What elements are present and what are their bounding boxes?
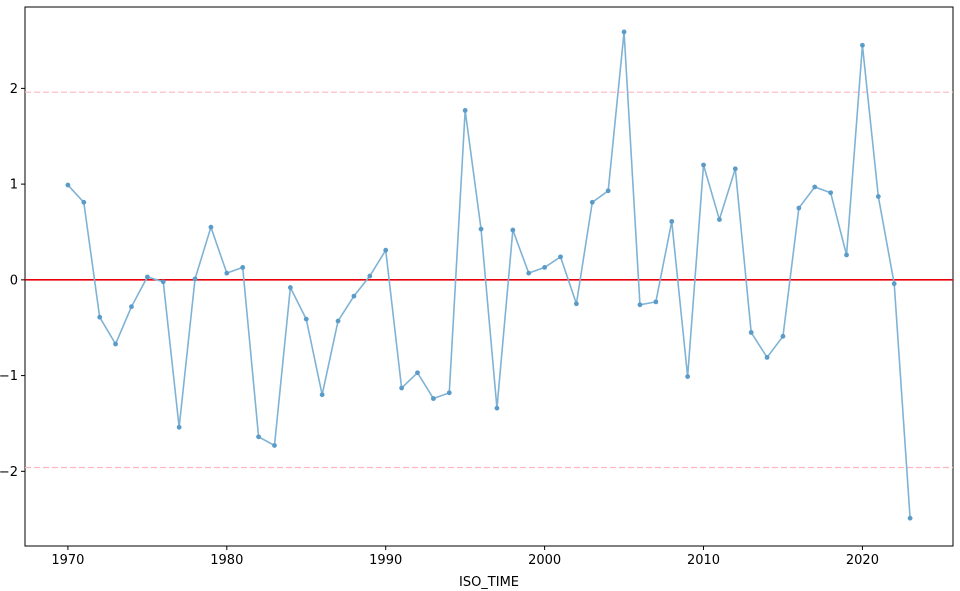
data-point: [875, 194, 881, 199]
data-point: [669, 219, 675, 224]
data-point: [860, 42, 865, 48]
data-point: [828, 190, 834, 196]
data-point: [430, 396, 436, 401]
reference-lines: [25, 91, 953, 469]
data-point: [701, 162, 706, 168]
data-point: [764, 354, 770, 360]
data-point: [462, 107, 468, 113]
x-tick-label: 1970: [51, 553, 84, 568]
data-point: [717, 217, 722, 222]
data-point: [653, 299, 659, 305]
data-point: [685, 374, 691, 379]
series-line-0: [67, 31, 911, 519]
data-point: [97, 314, 103, 320]
x-axis: 1970 1980 1990 2000 2010 2020: [51, 546, 879, 568]
data-point: [129, 304, 134, 310]
plot-frame: [24, 6, 954, 547]
data-point: [176, 424, 182, 430]
y-tick-label: −2: [0, 465, 18, 480]
data-point: [208, 224, 214, 230]
data-point: [589, 199, 595, 205]
data-point: [224, 270, 230, 276]
x-tick-label: 1980: [210, 553, 243, 568]
data-point: [256, 434, 261, 440]
y-tick-label: 2: [10, 82, 18, 97]
data-point: [415, 370, 420, 376]
data-point: [907, 515, 913, 521]
data-point: [494, 405, 500, 411]
data-point: [81, 199, 87, 205]
x-tick-label: 2020: [846, 553, 879, 568]
data-point: [319, 392, 325, 398]
data-point: [446, 390, 452, 396]
data-point: [558, 254, 563, 260]
data-point: [573, 301, 579, 307]
data-point: [192, 276, 198, 282]
data-point: [351, 293, 357, 299]
x-tick-label: 2010: [687, 553, 720, 568]
data-point: [478, 226, 484, 232]
y-tick-label: 0: [10, 273, 18, 288]
data-point: [287, 285, 293, 290]
data-point: [526, 270, 532, 276]
data-point: [240, 265, 246, 270]
data-point: [812, 184, 818, 190]
data-point: [160, 279, 166, 285]
series-layer: [65, 29, 913, 521]
data-point: [399, 385, 405, 391]
data-point: [748, 330, 754, 335]
y-tick-label: −1: [0, 369, 18, 384]
data-point: [637, 302, 643, 308]
data-point: [844, 252, 849, 258]
data-point: [335, 318, 341, 324]
data-point: [144, 274, 150, 280]
data-point: [367, 273, 373, 279]
data-point: [65, 182, 71, 188]
data-point: [542, 265, 548, 270]
x-tick-label: 1990: [369, 553, 402, 568]
data-point: [621, 29, 627, 35]
data-point: [891, 281, 897, 287]
data-point: [383, 247, 389, 253]
data-point: [796, 205, 802, 211]
data-point: [303, 316, 309, 322]
data-point: [113, 341, 118, 347]
data-point: [510, 227, 516, 233]
data-point: [272, 443, 277, 448]
data-point: [732, 166, 738, 172]
x-tick-label: 2000: [528, 553, 561, 568]
y-axis: −2 −1 0 1 2: [0, 82, 25, 480]
x-axis-title: ISO_TIME: [459, 575, 519, 590]
y-tick-label: 1: [10, 178, 18, 193]
data-point: [605, 188, 611, 194]
data-point: [780, 333, 786, 339]
